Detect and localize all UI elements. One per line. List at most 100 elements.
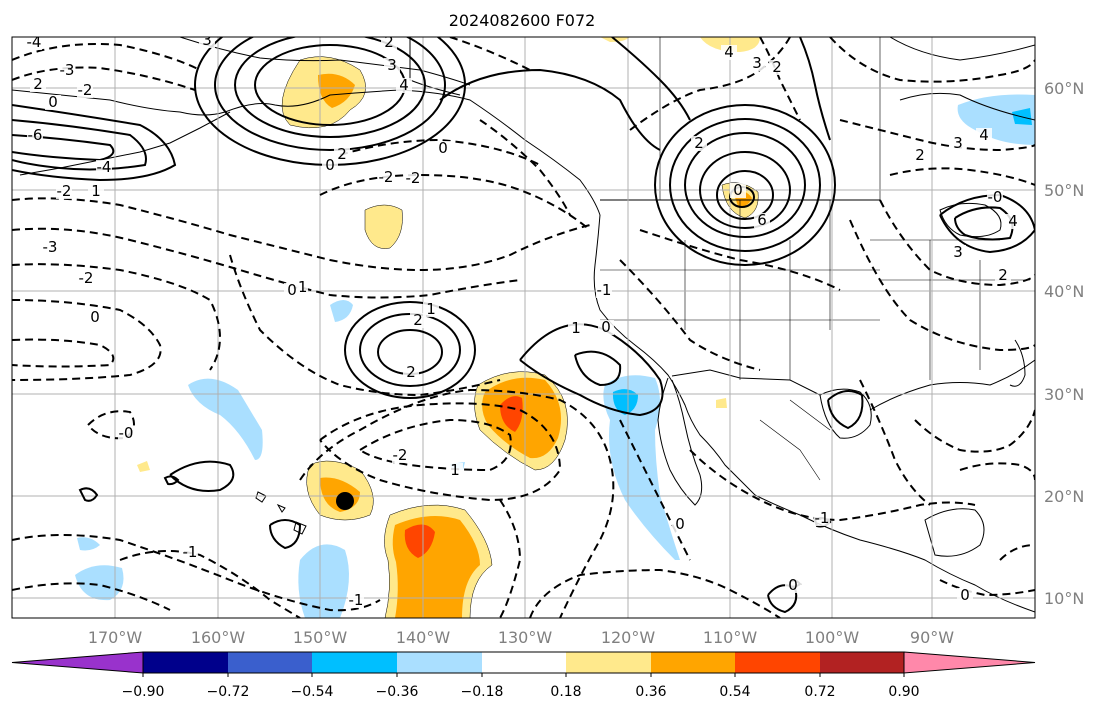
coast-west-us	[593, 214, 1035, 613]
contour-label-bg	[1005, 214, 1021, 229]
contour-label: 1	[91, 182, 101, 200]
colorbar-frame	[142, 651, 905, 674]
contour-dash-23	[914, 409, 1035, 453]
contour-label-bg	[87, 310, 103, 325]
contour-label-bg	[730, 183, 746, 198]
longitude-label: 110°W	[703, 628, 758, 647]
contour-label: 2	[694, 134, 704, 152]
contour-label-bg	[378, 170, 394, 185]
contour-dash-32	[619, 259, 761, 371]
contour-rockies-high-3	[684, 132, 806, 238]
longitude-label: 130°W	[498, 628, 553, 647]
contour-rockies-high-2	[669, 118, 821, 252]
contour-label: -0	[119, 424, 134, 442]
contour-dash-15	[319, 402, 562, 502]
contour-label-bg	[950, 245, 966, 260]
contour-label-bg	[78, 271, 94, 286]
contour-label-bg	[995, 268, 1011, 283]
contour-dash-28	[839, 119, 1035, 152]
contour-label: 2	[384, 33, 394, 51]
island-hawaii-2	[276, 503, 286, 513]
contour-dash-31	[849, 219, 1035, 352]
fill-baja-negative-core	[612, 389, 638, 415]
contour-label-bg	[957, 588, 973, 603]
coast-florida	[1009, 339, 1026, 387]
contour-north-1	[439, 68, 661, 151]
colorbar-tick-label: 0.90	[888, 684, 919, 700]
fill-south-positive-core	[404, 524, 435, 558]
longitude-label: 170°W	[88, 628, 143, 647]
contour-north-2	[611, 37, 691, 121]
colorbar-segment	[397, 652, 482, 673]
contour-label-bg	[814, 511, 830, 526]
negative-contours	[12, 37, 1035, 618]
storm-center-marker	[336, 492, 354, 510]
coast-bering	[12, 89, 226, 116]
colorbar-segment	[312, 652, 397, 673]
contour-label: 0	[788, 576, 798, 594]
contour-label: -3	[60, 61, 75, 79]
map-background	[12, 37, 1035, 618]
longitude-label: 150°W	[293, 628, 348, 647]
contour-label-bg	[56, 184, 72, 199]
contour-dash-1	[12, 43, 201, 71]
contour-label: -2	[379, 168, 394, 186]
contour-label-bg	[381, 37, 397, 50]
contour-dash-27	[829, 37, 1035, 83]
contour-small-4	[827, 390, 864, 430]
fill-small-negative	[330, 300, 353, 322]
contour-ne-high-2	[954, 206, 1014, 241]
island-hawaii-3	[293, 521, 307, 535]
contour-label-bg	[403, 365, 419, 380]
contour-label-bg	[88, 184, 104, 199]
fill-sw-negative-2	[75, 565, 124, 601]
latitude-label: 10°N	[1044, 589, 1084, 608]
colorbar-segment	[482, 652, 566, 673]
contour-label: 2	[337, 145, 347, 163]
contour-dash-35	[759, 37, 801, 121]
longitude-label: 90°W	[910, 628, 954, 647]
contour-label-bg	[59, 63, 75, 78]
contour-dash-8	[319, 173, 591, 231]
contour-dash-4	[12, 227, 521, 299]
contour-dash-25	[939, 579, 1035, 597]
contour-label: 0	[325, 156, 335, 174]
contour-label-bg	[96, 160, 112, 175]
contour-label: 0	[90, 308, 100, 326]
colorbar-segment	[566, 652, 651, 673]
fill-alaska-positive-core	[318, 73, 355, 108]
contour-label: 0	[48, 93, 58, 111]
contour-dash-26	[999, 544, 1035, 561]
contour-label: -2	[57, 182, 72, 200]
longitude-label: 140°W	[396, 628, 451, 647]
contour-label: 2	[406, 363, 416, 381]
contour-dash-2	[12, 66, 196, 91]
contour-label: -2	[78, 81, 93, 99]
contour-rockies-high-4	[699, 151, 791, 229]
contour-label-bg	[348, 593, 364, 608]
contour-dash-11	[12, 534, 381, 612]
fill-baja-negative	[603, 375, 680, 560]
contour-label-bg	[182, 545, 198, 560]
contour-label-bg	[423, 302, 439, 317]
fill-small-yellow-1	[137, 461, 150, 472]
border-canada-prov	[659, 37, 881, 200]
contour-label-bg	[284, 283, 300, 298]
contour-label-bg	[45, 95, 61, 110]
contour-label-bg	[199, 37, 215, 48]
contour-label-bg	[42, 240, 58, 255]
contour-label: 0	[960, 586, 970, 604]
colorbar-tick-label: 0.54	[719, 684, 750, 700]
contour-north-3	[799, 37, 831, 141]
contour-label: 3	[953, 243, 963, 261]
contour-dash-10	[229, 254, 501, 397]
contour-label: -0	[988, 188, 1003, 206]
contour-pacific-high-1	[344, 301, 476, 399]
contour-west-3	[12, 134, 115, 162]
contour-label: 0	[733, 181, 743, 199]
contour-coast-2	[574, 350, 622, 387]
contour-dash-36	[479, 119, 571, 216]
contour-label: 3	[387, 56, 397, 74]
border-mexico-states	[759, 399, 831, 481]
